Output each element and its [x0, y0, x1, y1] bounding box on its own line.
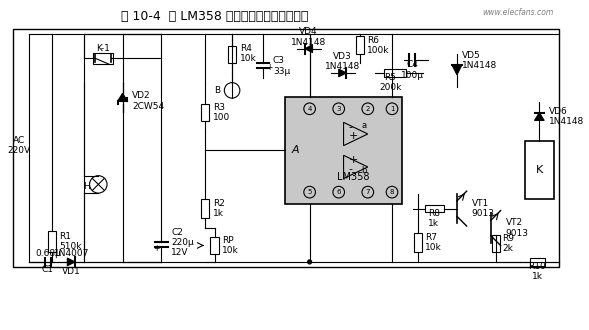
Text: R10
1k: R10 1k [528, 262, 546, 281]
Bar [356, 36, 364, 53]
Bar [425, 205, 444, 213]
Text: 3: 3 [336, 106, 341, 112]
Text: R7
10k: R7 10k [425, 233, 442, 252]
Text: R6
100k: R6 100k [367, 36, 389, 55]
Text: C1: C1 [42, 265, 54, 274]
Text: K-1: K-1 [96, 44, 110, 53]
Bar [530, 258, 545, 266]
Text: 1N4007: 1N4007 [54, 249, 89, 258]
Bar [286, 97, 402, 204]
Polygon shape [305, 45, 313, 52]
Text: 7: 7 [366, 189, 370, 195]
Text: VD4
1N4148: VD4 1N4148 [291, 27, 326, 47]
Bar [414, 233, 422, 252]
Text: +: + [153, 244, 160, 253]
Text: LM358: LM358 [337, 172, 369, 182]
Text: +: + [266, 63, 272, 72]
Text: R5
200k: R5 200k [379, 73, 401, 92]
Text: 8: 8 [390, 189, 394, 195]
Polygon shape [534, 113, 544, 120]
Polygon shape [118, 93, 127, 101]
Text: 图 10-4  用 LM358 制作的声控延时开关电路: 图 10-4 用 LM358 制作的声控延时开关电路 [121, 10, 308, 23]
Bar [228, 46, 236, 63]
Text: C3
33µ: C3 33µ [273, 56, 290, 76]
Text: +: + [349, 131, 358, 141]
Text: VD3
1N4148: VD3 1N4148 [325, 51, 360, 71]
Text: R8
1k: R8 1k [428, 209, 440, 228]
Text: A: A [292, 146, 299, 155]
Text: RP
10k: RP 10k [223, 236, 239, 255]
Text: VT1
9013: VT1 9013 [472, 199, 495, 218]
Circle shape [307, 260, 312, 264]
Bar [492, 235, 499, 252]
Bar [201, 199, 209, 218]
Text: a: a [361, 121, 366, 130]
Text: VD6
1N4148: VD6 1N4148 [549, 107, 584, 126]
Bar [525, 141, 554, 199]
Text: b: b [361, 166, 366, 175]
Text: H: H [83, 182, 90, 191]
Text: 1: 1 [390, 106, 394, 112]
Text: 2: 2 [366, 106, 370, 112]
Text: +: + [349, 155, 358, 165]
Text: C2
220µ
12V: C2 220µ 12V [171, 228, 194, 257]
Text: R2
1k: R2 1k [213, 199, 224, 218]
Text: -: - [349, 122, 352, 132]
Polygon shape [339, 69, 346, 77]
Text: www.elecfans.com: www.elecfans.com [482, 8, 554, 17]
Text: AC
220V: AC 220V [7, 136, 31, 155]
Text: B: B [214, 86, 221, 95]
Bar [94, 52, 113, 64]
Text: VD2
2CW54: VD2 2CW54 [133, 91, 164, 111]
Text: VD1: VD1 [62, 267, 81, 276]
Text: -: - [349, 164, 352, 174]
Text: R3
100: R3 100 [213, 103, 230, 122]
Text: K: K [536, 165, 543, 175]
Polygon shape [67, 258, 75, 266]
Text: 0.68µ: 0.68µ [35, 249, 61, 258]
Text: R9
2k: R9 2k [502, 234, 515, 253]
Bar [210, 237, 220, 254]
Text: R4
10k: R4 10k [240, 44, 257, 63]
Text: VD5
1N4148: VD5 1N4148 [462, 50, 497, 70]
Text: C4
100µ: C4 100µ [401, 60, 424, 80]
Bar [201, 104, 209, 121]
Bar [13, 29, 559, 267]
Polygon shape [452, 65, 462, 75]
Text: 6: 6 [336, 189, 341, 195]
Bar [384, 69, 406, 77]
Text: 5: 5 [307, 189, 312, 195]
Bar [48, 231, 56, 252]
Text: R1
510k: R1 510k [59, 232, 82, 251]
Text: 4: 4 [307, 106, 312, 112]
Text: VT2
9013: VT2 9013 [505, 218, 528, 238]
